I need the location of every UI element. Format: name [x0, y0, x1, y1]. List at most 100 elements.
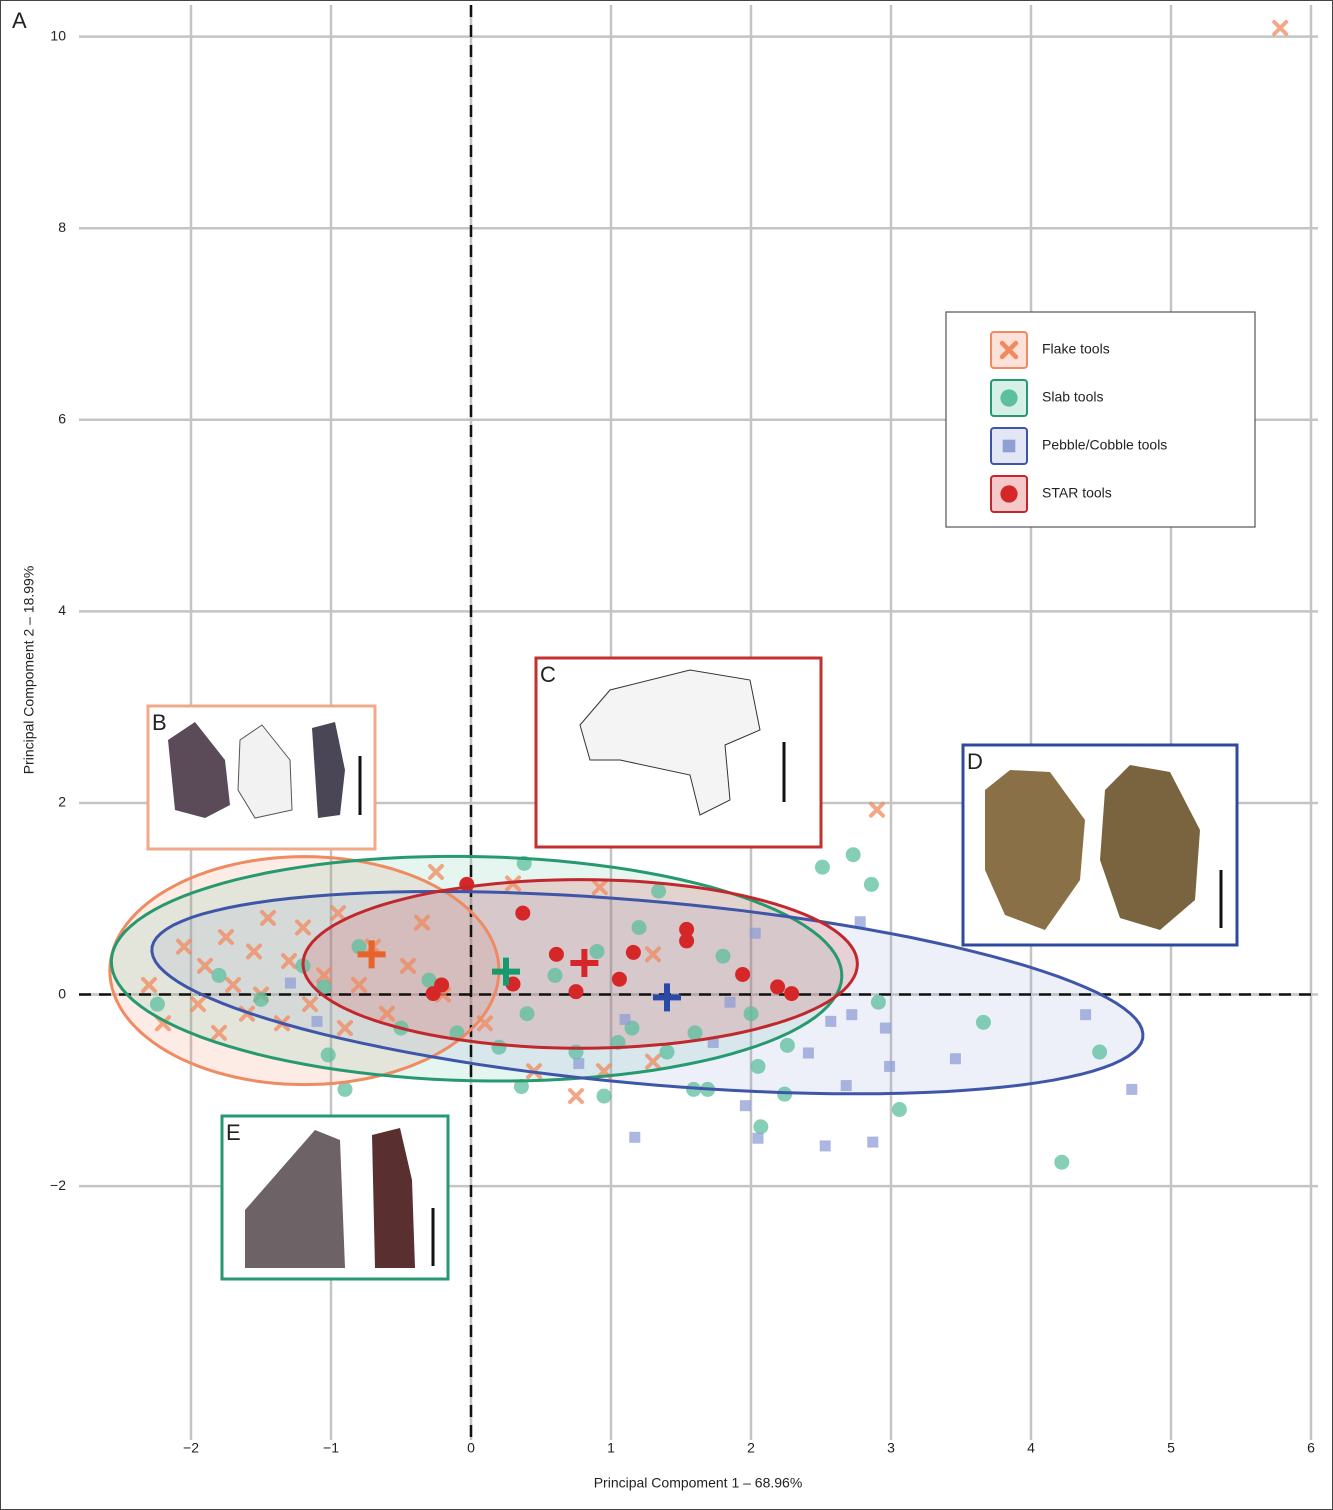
point — [1272, 19, 1289, 36]
point — [845, 847, 861, 863]
point — [611, 971, 627, 987]
panel-label: D — [967, 749, 983, 774]
panel-label: E — [226, 1120, 241, 1145]
point — [379, 1005, 395, 1022]
point — [975, 1014, 991, 1030]
x-tick-label: 2 — [747, 1440, 755, 1456]
point — [687, 1025, 703, 1041]
y-tick-label: −2 — [50, 1177, 66, 1193]
point — [316, 967, 332, 984]
point — [879, 1022, 891, 1034]
point — [547, 967, 563, 983]
legend-marker — [1002, 439, 1016, 453]
panel-label: C — [540, 662, 556, 687]
centroid — [492, 957, 520, 986]
x-tick-label: 4 — [1027, 1440, 1035, 1456]
point — [428, 863, 444, 880]
point — [351, 939, 367, 955]
point — [1092, 1044, 1108, 1060]
point — [400, 957, 416, 974]
point — [679, 933, 695, 949]
point — [281, 953, 297, 970]
point — [629, 1131, 641, 1143]
point — [724, 996, 736, 1008]
point — [225, 976, 241, 993]
ellipse-outline — [109, 854, 844, 1083]
point — [568, 984, 584, 1000]
point — [631, 920, 647, 935]
point — [659, 1044, 675, 1060]
y-tick-label: 6 — [58, 410, 66, 426]
point — [651, 883, 667, 899]
centroid — [653, 983, 681, 1012]
x-tick-label: 1 — [607, 1440, 615, 1456]
ellipse-fill — [151, 891, 1143, 1094]
point — [1080, 1009, 1092, 1021]
point — [568, 1088, 584, 1105]
x-tick-label: 6 — [1307, 1440, 1315, 1456]
point — [645, 1053, 661, 1070]
x-axis-label: Principal Compoment 1 – 68.96% — [594, 1475, 803, 1491]
point — [802, 1047, 814, 1059]
x-tick-label: 0 — [467, 1440, 475, 1456]
legend-label: Flake tools — [1042, 341, 1110, 357]
legend-marker — [1000, 389, 1018, 407]
point — [596, 1088, 612, 1104]
y-tick-label: 10 — [50, 27, 66, 43]
point — [819, 1140, 831, 1152]
point — [149, 996, 165, 1012]
ellipse-outline — [301, 878, 859, 1050]
point — [337, 1020, 353, 1037]
point — [434, 977, 450, 993]
point — [1126, 1083, 1138, 1095]
panel-label: A — [12, 8, 27, 33]
point — [459, 876, 475, 892]
point — [320, 1047, 336, 1063]
inset-art — [312, 722, 345, 818]
point — [739, 1100, 751, 1112]
point — [645, 946, 661, 963]
point — [260, 909, 276, 926]
inset-art — [237, 724, 293, 819]
point — [246, 943, 262, 960]
point — [197, 957, 213, 974]
x-tick-label: 3 — [887, 1440, 895, 1456]
centroid — [570, 948, 599, 977]
legend-label: Pebble/Cobble tools — [1042, 437, 1167, 453]
point — [784, 986, 800, 1002]
ellipse-outline — [150, 889, 1145, 1096]
point — [735, 966, 751, 982]
point — [211, 967, 227, 983]
point — [253, 991, 269, 1007]
inset-art — [1100, 765, 1200, 930]
point — [302, 996, 318, 1013]
point — [589, 943, 605, 959]
point — [190, 996, 206, 1013]
point — [891, 1102, 907, 1118]
inset-art — [372, 1128, 415, 1268]
point — [753, 1119, 769, 1135]
point — [752, 1132, 764, 1144]
legend-marker — [999, 340, 1019, 360]
ellipse-outline — [108, 855, 501, 1087]
point — [573, 1058, 585, 1070]
inset-art — [579, 669, 761, 816]
ellipse-fill — [111, 856, 842, 1081]
point — [330, 905, 346, 922]
point — [1054, 1154, 1070, 1170]
point — [284, 977, 296, 989]
point — [870, 994, 886, 1010]
point — [814, 859, 830, 875]
point — [743, 1006, 759, 1022]
point — [505, 976, 521, 992]
point — [884, 1060, 896, 1072]
point — [351, 976, 367, 993]
point — [840, 1080, 852, 1092]
point — [211, 1024, 227, 1041]
point — [591, 879, 608, 896]
point — [707, 1036, 719, 1048]
point — [863, 876, 879, 892]
point — [949, 1053, 961, 1065]
inset-art — [985, 770, 1085, 930]
point — [625, 944, 641, 960]
